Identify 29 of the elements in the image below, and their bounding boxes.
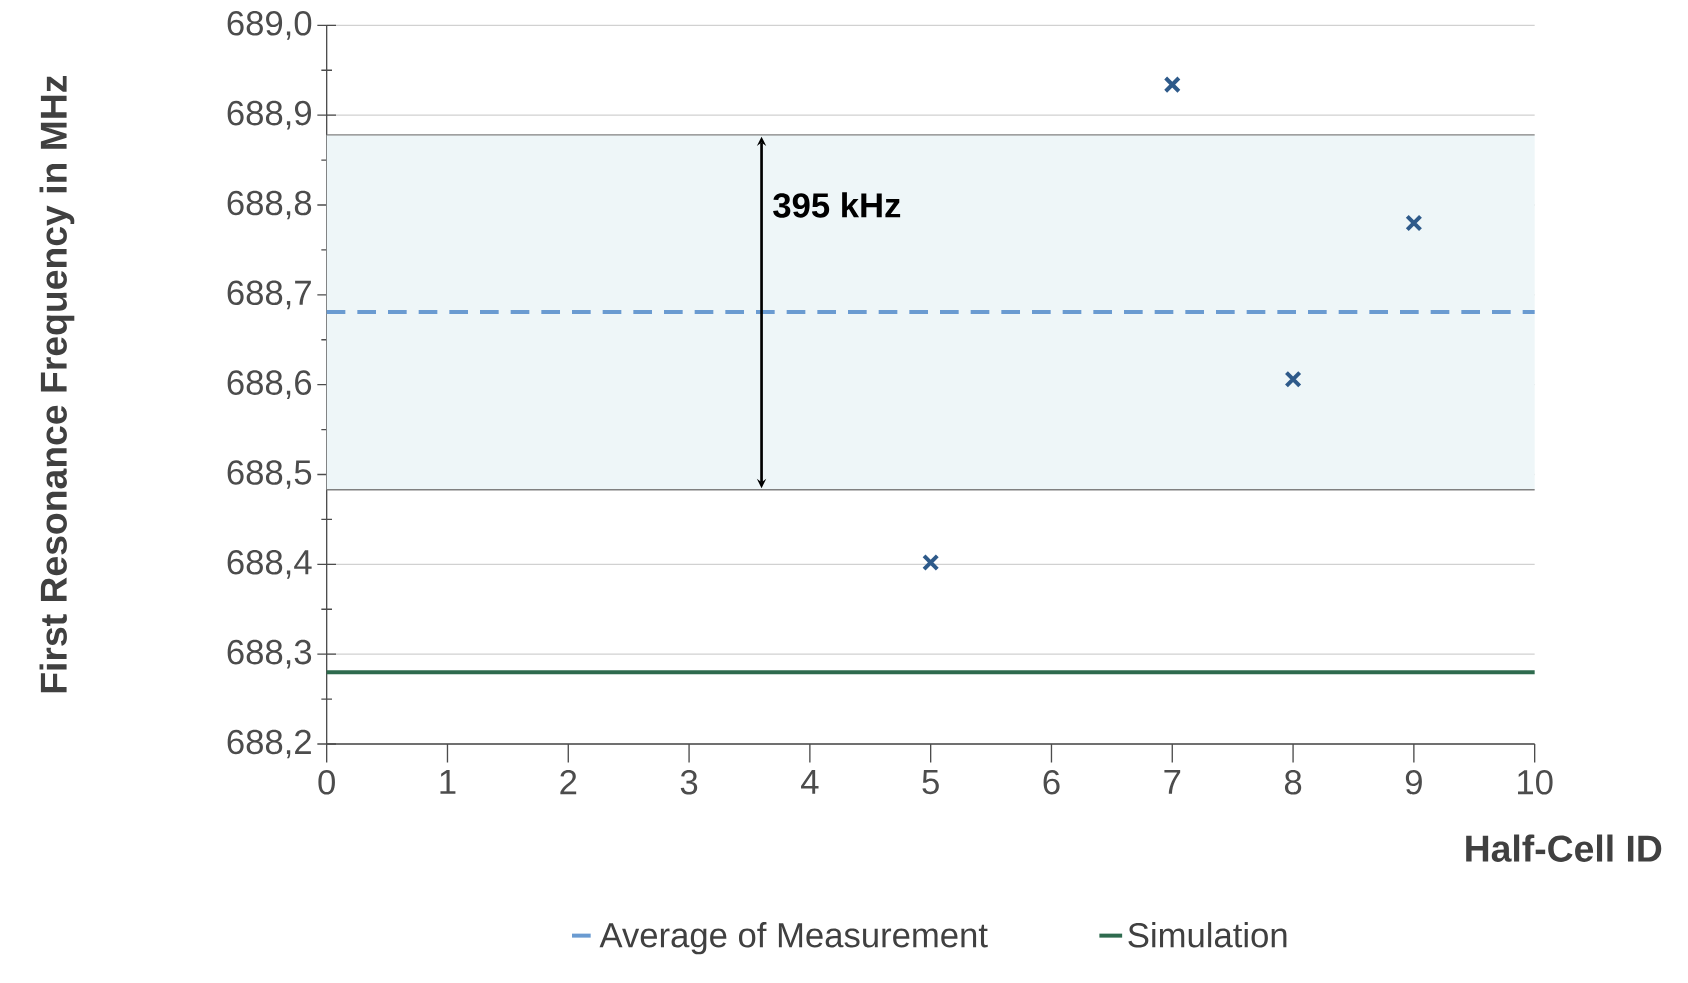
legend-label: Average of Measurement [599, 922, 988, 955]
annotation: 395 kHz [773, 192, 901, 218]
point [1163, 76, 1181, 94]
x-tick-label: 0 [318, 770, 335, 795]
y-tick-label: 688,2 [227, 729, 311, 759]
x-tick-label: 10 [1518, 770, 1553, 795]
x-tick-label: 6 [1043, 770, 1060, 795]
y-tick-label: 688,7 [227, 280, 311, 310]
y-tick-label: 688,6 [227, 370, 312, 400]
y-tick-label: 688,3 [227, 640, 312, 669]
x-tick-label: 3 [680, 770, 698, 795]
y-tick-label: 688,9 [227, 101, 311, 130]
x-tick-label: 5 [922, 770, 939, 795]
x-tick-label: 8 [1284, 770, 1302, 795]
legend-label: Simulation [1128, 922, 1287, 948]
x-tick-label: 9 [1405, 770, 1422, 795]
y-tick-label: 688,8 [227, 190, 312, 220]
x-tick-label: 2 [560, 770, 577, 795]
x-tick-label: 7 [1164, 770, 1181, 795]
x-axis-title: Half-Cell ID [1466, 834, 1662, 863]
y-tick-label: 688,4 [227, 550, 312, 579]
y-axis-title: First Resonance Frequency in MHz [39, 76, 75, 693]
x-tick-label: 1 [440, 770, 456, 795]
point [1284, 370, 1302, 389]
point [1405, 214, 1423, 232]
point [922, 554, 940, 572]
x-tick-label: 4 [801, 770, 819, 795]
y-tick-label: 689,0 [227, 11, 312, 40]
y-tick-label: 688,5 [227, 460, 312, 489]
